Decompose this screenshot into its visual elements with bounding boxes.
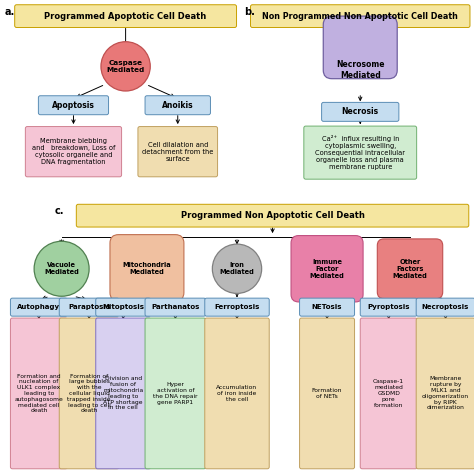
Text: Apoptosis: Apoptosis xyxy=(52,101,95,109)
Text: Formation
of NETs: Formation of NETs xyxy=(312,388,342,399)
Text: Membrane
rupture by
MLK1 and
oligomerization
by RIPK
dimerization: Membrane rupture by MLK1 and oligomeriza… xyxy=(422,376,469,410)
Text: Immune
Factor
Mediated: Immune Factor Mediated xyxy=(310,259,345,279)
Text: Other
Factors
Mediated: Other Factors Mediated xyxy=(392,259,428,279)
FancyBboxPatch shape xyxy=(10,298,67,316)
FancyBboxPatch shape xyxy=(38,96,109,115)
Text: a.: a. xyxy=(5,7,15,17)
Text: Programmed Non Apoptotic Cell Death: Programmed Non Apoptotic Cell Death xyxy=(181,211,365,220)
FancyBboxPatch shape xyxy=(416,318,474,469)
FancyBboxPatch shape xyxy=(360,298,417,316)
FancyBboxPatch shape xyxy=(304,126,417,179)
FancyBboxPatch shape xyxy=(110,235,184,301)
FancyBboxPatch shape xyxy=(416,298,474,316)
Text: Pyroptosis: Pyroptosis xyxy=(367,304,410,310)
Text: Accumulation
of iron inside
the cell: Accumulation of iron inside the cell xyxy=(217,385,257,402)
FancyBboxPatch shape xyxy=(291,236,363,302)
Text: Formation of
large bubbles
with the
cellular liquid
trapped inside
leading to ce: Formation of large bubbles with the cell… xyxy=(67,374,111,413)
Text: Hyper
activation of
the DNA repair
gene PARP1: Hyper activation of the DNA repair gene … xyxy=(153,382,198,405)
Text: Membrane blebbing
and   breakdown, Loss of
cytosolic organelle and
DNA fragmenta: Membrane blebbing and breakdown, Loss of… xyxy=(32,138,115,165)
FancyBboxPatch shape xyxy=(377,239,443,299)
Text: Caspase-1
mediated
GSDMD
pore
formation: Caspase-1 mediated GSDMD pore formation xyxy=(373,379,404,408)
FancyBboxPatch shape xyxy=(138,127,218,177)
Text: Necrosome
Mediated: Necrosome Mediated xyxy=(336,61,384,80)
Text: Mitochondria
Mediated: Mitochondria Mediated xyxy=(123,262,171,275)
Text: Caspase
Mediated: Caspase Mediated xyxy=(107,60,145,73)
FancyBboxPatch shape xyxy=(300,298,355,316)
Text: Ferroptosis: Ferroptosis xyxy=(214,304,260,310)
Circle shape xyxy=(34,241,89,296)
FancyBboxPatch shape xyxy=(300,318,355,469)
Circle shape xyxy=(212,244,262,293)
Text: Ca²⁺  influx resulting in
cytoplasmic swelling,
Consequential intracellular
orga: Ca²⁺ influx resulting in cytoplasmic swe… xyxy=(315,135,405,170)
Text: Necrosis: Necrosis xyxy=(342,108,379,116)
Text: NETosis: NETosis xyxy=(312,304,342,310)
FancyBboxPatch shape xyxy=(145,318,206,469)
Text: Parthanatos: Parthanatos xyxy=(151,304,200,310)
FancyBboxPatch shape xyxy=(250,5,470,27)
Text: Formation and
nucleation of
ULK1 complex
leading to
autophagosome
mediated cell
: Formation and nucleation of ULK1 complex… xyxy=(15,374,63,413)
FancyBboxPatch shape xyxy=(205,318,269,469)
FancyBboxPatch shape xyxy=(96,318,151,469)
Text: Non Programmed Non Apoptotic Cell Death: Non Programmed Non Apoptotic Cell Death xyxy=(262,12,458,20)
FancyBboxPatch shape xyxy=(25,127,121,177)
FancyBboxPatch shape xyxy=(76,204,469,227)
FancyBboxPatch shape xyxy=(205,298,269,316)
FancyBboxPatch shape xyxy=(10,318,67,469)
Text: Necroptosis: Necroptosis xyxy=(422,304,469,310)
Text: c.: c. xyxy=(55,206,64,216)
Text: b.: b. xyxy=(244,7,255,17)
Text: Programmed Apoptotic Cell Death: Programmed Apoptotic Cell Death xyxy=(45,12,207,20)
FancyBboxPatch shape xyxy=(145,96,210,115)
Text: Autophagy: Autophagy xyxy=(18,304,60,310)
Text: Iron
Mediated: Iron Mediated xyxy=(219,262,255,275)
FancyBboxPatch shape xyxy=(323,16,397,79)
FancyBboxPatch shape xyxy=(59,318,119,469)
FancyBboxPatch shape xyxy=(321,102,399,121)
FancyBboxPatch shape xyxy=(59,298,119,316)
FancyBboxPatch shape xyxy=(145,298,206,316)
FancyBboxPatch shape xyxy=(15,5,237,27)
Text: Anoikis: Anoikis xyxy=(162,101,193,109)
Text: Paraptosis: Paraptosis xyxy=(68,304,110,310)
Text: Mitoptosis: Mitoptosis xyxy=(102,304,144,310)
Circle shape xyxy=(101,42,150,91)
Text: Cell dilalation and
detachment from the
surface: Cell dilalation and detachment from the … xyxy=(142,142,213,162)
FancyBboxPatch shape xyxy=(96,298,151,316)
Text: Vacuole
Mediated: Vacuole Mediated xyxy=(44,262,79,275)
FancyBboxPatch shape xyxy=(360,318,417,469)
Text: Division and
fusion of
mitochondria
leading to
ATP shortage
in the cell: Division and fusion of mitochondria lead… xyxy=(103,376,143,410)
